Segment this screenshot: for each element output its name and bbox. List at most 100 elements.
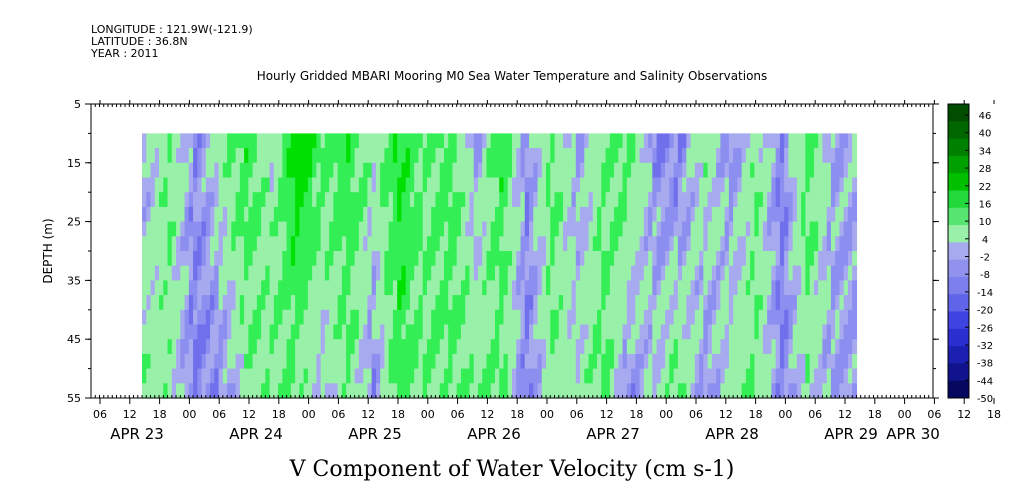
heatmap-cell [546,309,551,326]
x-tick-label: 00 [659,408,673,421]
heatmap-cell [652,177,658,193]
heatmap-cell [601,324,607,340]
heatmap-cell [592,251,598,267]
heatmap-cell [218,324,224,340]
heatmap-cell [367,265,373,281]
heatmap-cell [720,251,726,267]
heatmap-cell [592,353,598,370]
heatmap-cell [584,353,590,370]
heatmap-cell [707,192,713,208]
heatmap-cell [826,295,832,311]
heatmap-cell [392,383,398,399]
heatmap-cell [533,206,539,223]
heatmap-cell [473,339,479,355]
heatmap-cell [239,192,245,208]
heatmap-cell [822,383,828,399]
heatmap-cell [354,133,360,149]
heatmap-cell [635,251,641,267]
heatmap-cell [745,280,751,296]
heatmap-cell [588,368,594,384]
heatmap-cell [201,383,207,399]
heatmap-cell [358,339,364,355]
heatmap-cell [745,324,751,340]
heatmap-cell [533,251,539,267]
heatmap-cell [201,265,207,281]
heatmap-cell [507,192,513,208]
heatmap-cell [813,339,819,355]
heatmap-cell [546,383,551,399]
heatmap-cell [435,192,441,208]
heatmap-cell [329,192,334,208]
heatmap-cell [779,148,785,164]
heatmap-cell [473,295,479,311]
heatmap-cell [775,236,781,252]
heatmap-cell [524,251,530,267]
heatmap-cell [363,280,369,296]
heatmap-cell [354,236,360,252]
heatmap-cell [546,236,551,252]
heatmap-cell [197,324,203,340]
heatmap-cell [337,221,343,237]
latitude-label: LATITUDE : 36.8N [91,35,188,48]
heatmap-cell [665,177,670,193]
heatmap-cell [677,162,683,179]
heatmap-cell [150,192,156,208]
heatmap-cell [414,383,420,399]
heatmap-cell [741,383,747,399]
heatmap-cell [550,206,556,223]
heatmap-cell [299,148,305,164]
heatmap-cell [558,280,564,296]
heatmap-cell [435,162,441,179]
heatmap-cell [537,162,543,179]
heatmap-cell [418,339,424,355]
heatmap-cell [180,280,186,296]
heatmap-cell [499,265,505,281]
heatmap-cell [244,236,249,252]
heatmap-cell [563,383,568,399]
heatmap-cell [469,162,475,179]
heatmap-cell [346,339,351,355]
heatmap-cell [146,177,152,193]
heatmap-cell [231,339,237,355]
heatmap-cell [418,148,424,164]
heatmap-cell [312,265,317,281]
heatmap-cell [779,221,785,237]
heatmap-cell [252,339,258,355]
heatmap-cell [609,148,615,164]
heatmap-cell [409,353,415,370]
heatmap-cell [265,177,271,193]
heatmap-cell [826,221,832,237]
heatmap-cell [682,236,687,252]
heatmap-cell [469,339,475,355]
heatmap-cell [197,339,203,355]
heatmap-cell [830,353,836,370]
x-tick-label: 06 [570,408,584,421]
heatmap-cell [673,148,679,164]
heatmap-cell [235,280,241,296]
heatmap-cell [269,353,275,370]
heatmap-cell [835,148,841,164]
heatmap-cell [171,133,177,149]
heatmap-cell [801,192,807,208]
heatmap-cell [758,133,764,149]
heatmap-cell [516,295,522,311]
heatmap-cell [482,206,488,223]
heatmap-cell [222,280,228,296]
heatmap-cell [554,162,560,179]
heatmap-cell [227,265,232,281]
heatmap-cell [290,324,296,340]
heatmap-cell [380,251,386,267]
heatmap-cell [622,148,628,164]
heatmap-cell [580,221,585,237]
heatmap-cell [750,324,755,340]
heatmap-cell [852,148,858,164]
heatmap-cell [303,133,309,149]
heatmap-cell [282,162,288,179]
heatmap-cell [401,177,407,193]
heatmap-cell [358,295,364,311]
heatmap-cell [180,206,186,223]
heatmap-cell [805,353,811,370]
heatmap-cell [448,353,454,370]
heatmap-cell [205,162,211,179]
colorbar-swatch [948,173,969,191]
